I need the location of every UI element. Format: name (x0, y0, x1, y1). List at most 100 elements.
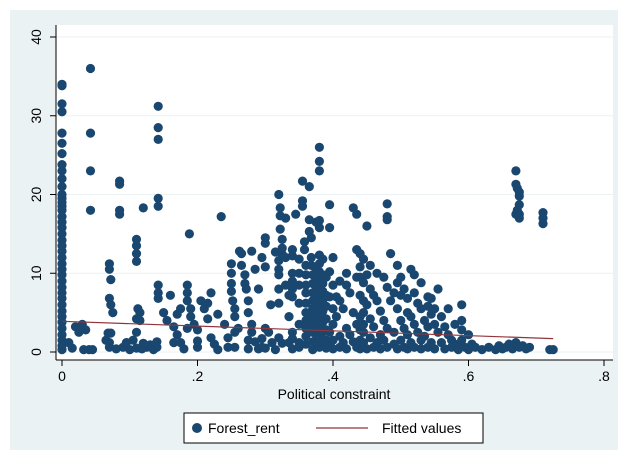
scatter-point (131, 256, 142, 266)
scatter-point (230, 342, 240, 352)
scatter-point (275, 224, 285, 234)
scatter-point (85, 128, 96, 138)
scatter-point (203, 298, 213, 308)
scatter-point (257, 334, 267, 344)
scatter-point (325, 223, 335, 233)
scatter-point (416, 278, 426, 288)
scatter-point (267, 338, 277, 348)
scatter-point (443, 304, 453, 314)
scatter-point (314, 142, 324, 152)
scatter-point (457, 300, 467, 310)
scatter-point (447, 335, 457, 345)
scatter-point (57, 317, 67, 327)
scatter-point (152, 342, 162, 352)
scatter-point (301, 288, 311, 298)
fitted-line-group (61, 320, 554, 340)
scatter-point (213, 309, 223, 319)
scatter-point (386, 296, 396, 306)
scatter-point (247, 319, 257, 329)
scatter-point (115, 179, 125, 189)
scatter-point (230, 312, 240, 322)
scatter-point (396, 335, 406, 345)
scatter-point (169, 322, 179, 332)
scatter-point (294, 319, 304, 329)
scatter-point (85, 63, 96, 74)
scatter-point (341, 268, 352, 278)
scatter-point (57, 149, 67, 159)
scatter-point (182, 280, 192, 290)
scatter-point (341, 344, 352, 354)
scatter-point (301, 331, 311, 341)
scatter-point (57, 174, 67, 184)
scatter-point (318, 254, 328, 264)
fitted-values-line (61, 320, 554, 340)
scatter-point (409, 270, 419, 280)
scatter-point (260, 343, 270, 353)
scatter-point (287, 268, 297, 278)
scatter-point (257, 252, 267, 263)
scatter-point (57, 81, 67, 91)
scatter-point (233, 323, 243, 333)
scatter-point (153, 201, 163, 211)
scatter-point (345, 288, 355, 298)
scatter-point (243, 308, 253, 318)
y-tick-label-3: 30 (28, 108, 44, 124)
scatter-point (104, 264, 114, 274)
scatter-point (301, 315, 311, 326)
scatter-point (358, 278, 369, 288)
scatter-point (345, 330, 355, 340)
scatter-point (240, 270, 250, 280)
x-axis-title: Political constraint (278, 386, 391, 402)
scatter-point (335, 296, 345, 306)
scatter-point (450, 319, 460, 329)
scatter-point (260, 262, 270, 272)
scatter-point (538, 219, 548, 229)
scatter-point (179, 344, 189, 354)
scatter-point (440, 322, 450, 332)
scatter-point (358, 308, 369, 318)
scatter-point (57, 270, 67, 280)
scatter-point (426, 293, 436, 303)
scatter-point (57, 182, 67, 192)
scatter-point (392, 304, 402, 314)
scatter-point (325, 267, 335, 277)
scatter-point (365, 260, 375, 270)
scatter-point (379, 315, 389, 326)
scatter-point (301, 323, 311, 333)
scatter-point (402, 330, 413, 340)
scatter-point (294, 254, 304, 264)
y-tick-label-0: 0 (28, 348, 44, 356)
scatter-point (253, 284, 264, 294)
x-axis: 0 .2 .4 .6 .8 (56, 359, 613, 384)
scatter-point (128, 335, 138, 345)
scatter-point (266, 300, 276, 310)
scatter-point (457, 325, 467, 335)
scatter-point (274, 284, 284, 294)
scatter-point (352, 209, 362, 219)
scatter-point (274, 298, 284, 308)
scatter-point (294, 298, 304, 308)
scatter-point (399, 284, 409, 294)
scatter-point (328, 252, 338, 263)
scatter-point (321, 314, 331, 324)
scatter-point (328, 304, 338, 314)
scatter-point (243, 344, 253, 354)
scatter-point (409, 288, 419, 298)
scatter-point (162, 315, 172, 326)
scatter-point (57, 160, 67, 170)
scatter-point (430, 344, 440, 354)
scatter-point (192, 342, 203, 352)
scatter-point (335, 276, 345, 286)
scatter-point (299, 237, 310, 247)
legend: Forest_rent Fitted values (183, 412, 484, 444)
scatter-point (243, 296, 253, 306)
scatter-point (369, 322, 379, 332)
scatter-points (57, 63, 558, 355)
scatter-point (430, 304, 440, 314)
scatter-point (57, 300, 67, 310)
scatter-point (85, 205, 96, 215)
scatter-point (365, 333, 375, 343)
scatter-point (274, 270, 284, 280)
scatter-point (294, 280, 304, 290)
scatter-point (131, 327, 142, 337)
